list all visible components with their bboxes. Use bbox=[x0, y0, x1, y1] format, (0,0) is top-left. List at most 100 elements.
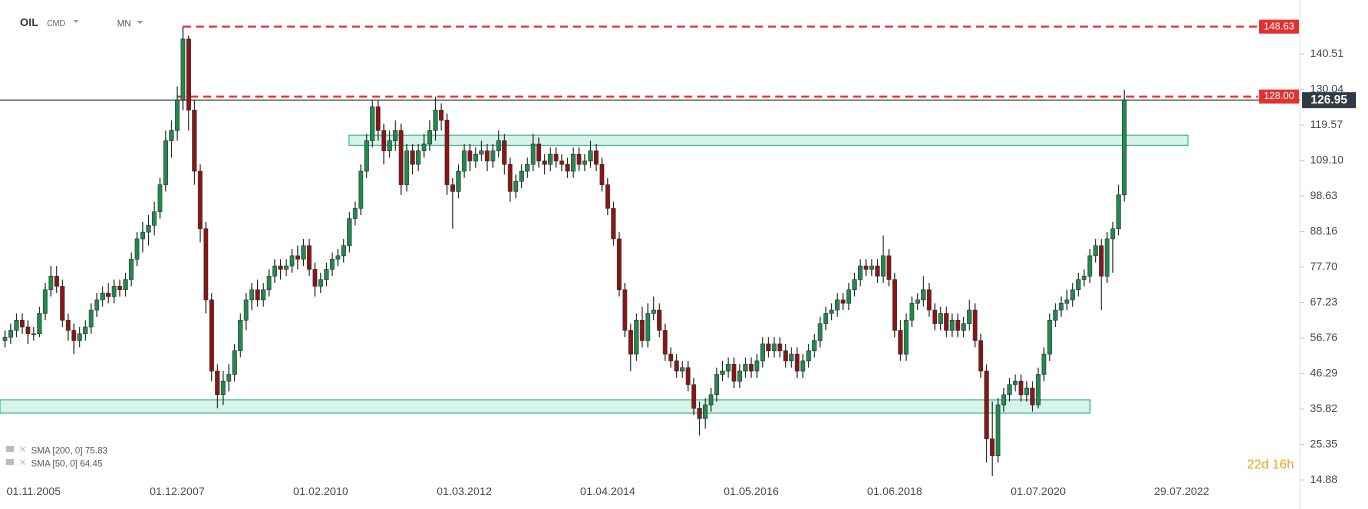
market[interactable]: CMD bbox=[47, 19, 65, 28]
candle-body bbox=[14, 319, 19, 331]
candle bbox=[370, 99, 375, 148]
candle bbox=[174, 86, 180, 141]
dropdown-caret[interactable] bbox=[137, 21, 143, 24]
candle-body bbox=[19, 319, 25, 328]
candle bbox=[622, 282, 628, 338]
candle bbox=[1047, 313, 1052, 361]
interval[interactable]: MN bbox=[117, 18, 131, 28]
candle bbox=[634, 313, 639, 361]
candle bbox=[967, 299, 972, 331]
remove-icon[interactable]: ✕ bbox=[19, 457, 27, 467]
candle bbox=[645, 303, 651, 348]
candle bbox=[65, 313, 71, 341]
candle-body bbox=[846, 289, 852, 304]
candle bbox=[381, 123, 387, 165]
candle-body bbox=[898, 330, 903, 355]
candle-body bbox=[513, 181, 519, 192]
indicator-icon[interactable] bbox=[6, 459, 14, 465]
candle bbox=[157, 177, 163, 219]
candle bbox=[364, 133, 369, 178]
support-zone bbox=[0, 399, 1091, 414]
candle-body bbox=[186, 38, 191, 111]
candle-body bbox=[1099, 245, 1104, 277]
candle bbox=[1001, 388, 1007, 412]
candle-body bbox=[622, 289, 628, 331]
candle bbox=[427, 120, 433, 151]
candle-body bbox=[1093, 245, 1098, 257]
y-tick-label: 56.76 bbox=[1310, 332, 1338, 344]
candle bbox=[892, 272, 897, 338]
candle bbox=[875, 259, 880, 283]
dropdown-caret[interactable] bbox=[73, 20, 79, 23]
candle bbox=[1110, 221, 1116, 273]
candle bbox=[783, 343, 788, 368]
candle bbox=[582, 154, 587, 172]
candle-body bbox=[800, 360, 806, 372]
candle-body bbox=[519, 170, 524, 182]
candle-body bbox=[467, 150, 473, 162]
candle bbox=[731, 357, 737, 389]
x-tick-label: 01.12.2007 bbox=[150, 486, 205, 498]
candle-body bbox=[370, 106, 375, 141]
candle-body bbox=[748, 364, 754, 372]
indicator-label: SMA [200, 0] 75.83 bbox=[31, 445, 108, 455]
remove-icon[interactable]: ✕ bbox=[19, 444, 27, 454]
support-zone bbox=[348, 134, 1189, 146]
candle-body bbox=[301, 245, 306, 260]
candle bbox=[180, 26, 186, 111]
candle-body bbox=[375, 106, 381, 131]
candle-body bbox=[611, 208, 616, 240]
candle bbox=[668, 347, 674, 368]
candle bbox=[1058, 296, 1064, 317]
candle-body bbox=[1064, 299, 1070, 304]
candle bbox=[312, 262, 318, 297]
candle-body bbox=[766, 343, 771, 351]
candle-body bbox=[743, 364, 748, 372]
candle bbox=[284, 259, 289, 277]
candle-body bbox=[60, 286, 65, 321]
candle-body bbox=[731, 364, 737, 382]
current-price-box bbox=[1302, 92, 1356, 109]
candle-body bbox=[1012, 380, 1018, 385]
candle-body bbox=[163, 140, 168, 185]
candle bbox=[697, 401, 702, 436]
candle-body bbox=[106, 292, 111, 297]
candle-body bbox=[25, 326, 31, 335]
candle bbox=[14, 313, 19, 338]
candle bbox=[588, 140, 593, 168]
candle bbox=[835, 293, 840, 317]
candle-body bbox=[680, 367, 685, 372]
candle-body bbox=[812, 340, 817, 351]
indicator-legend: ✕ SMA [200, 0] 75.83 ✕ SMA [50, 0] 64.45 bbox=[6, 444, 108, 468]
indicator-icon[interactable] bbox=[6, 446, 14, 452]
candle-body bbox=[151, 211, 157, 226]
symbol[interactable]: OIL bbox=[20, 17, 39, 29]
candle bbox=[863, 259, 869, 277]
candle-body bbox=[599, 164, 605, 185]
candle-body bbox=[123, 279, 128, 290]
candle-body bbox=[278, 265, 283, 270]
candle-body bbox=[691, 384, 697, 409]
candle-body bbox=[2, 336, 8, 341]
candle bbox=[748, 357, 754, 378]
candle bbox=[444, 113, 450, 195]
candle bbox=[978, 333, 984, 378]
candle-body bbox=[559, 160, 565, 165]
candle bbox=[536, 137, 542, 168]
candle bbox=[1081, 269, 1087, 287]
candle bbox=[806, 343, 811, 368]
candle bbox=[760, 337, 765, 368]
candle bbox=[117, 279, 123, 297]
candle-body bbox=[479, 150, 484, 155]
candle-body bbox=[335, 255, 341, 260]
candle-body bbox=[180, 38, 186, 101]
level-label-box bbox=[1259, 19, 1299, 34]
candle bbox=[525, 157, 530, 178]
candle-body bbox=[393, 130, 398, 141]
candle-body bbox=[1070, 289, 1075, 301]
candle bbox=[657, 303, 662, 338]
candle bbox=[352, 201, 358, 226]
candle bbox=[955, 313, 961, 338]
candle bbox=[1018, 374, 1024, 402]
candle-body bbox=[972, 309, 978, 341]
